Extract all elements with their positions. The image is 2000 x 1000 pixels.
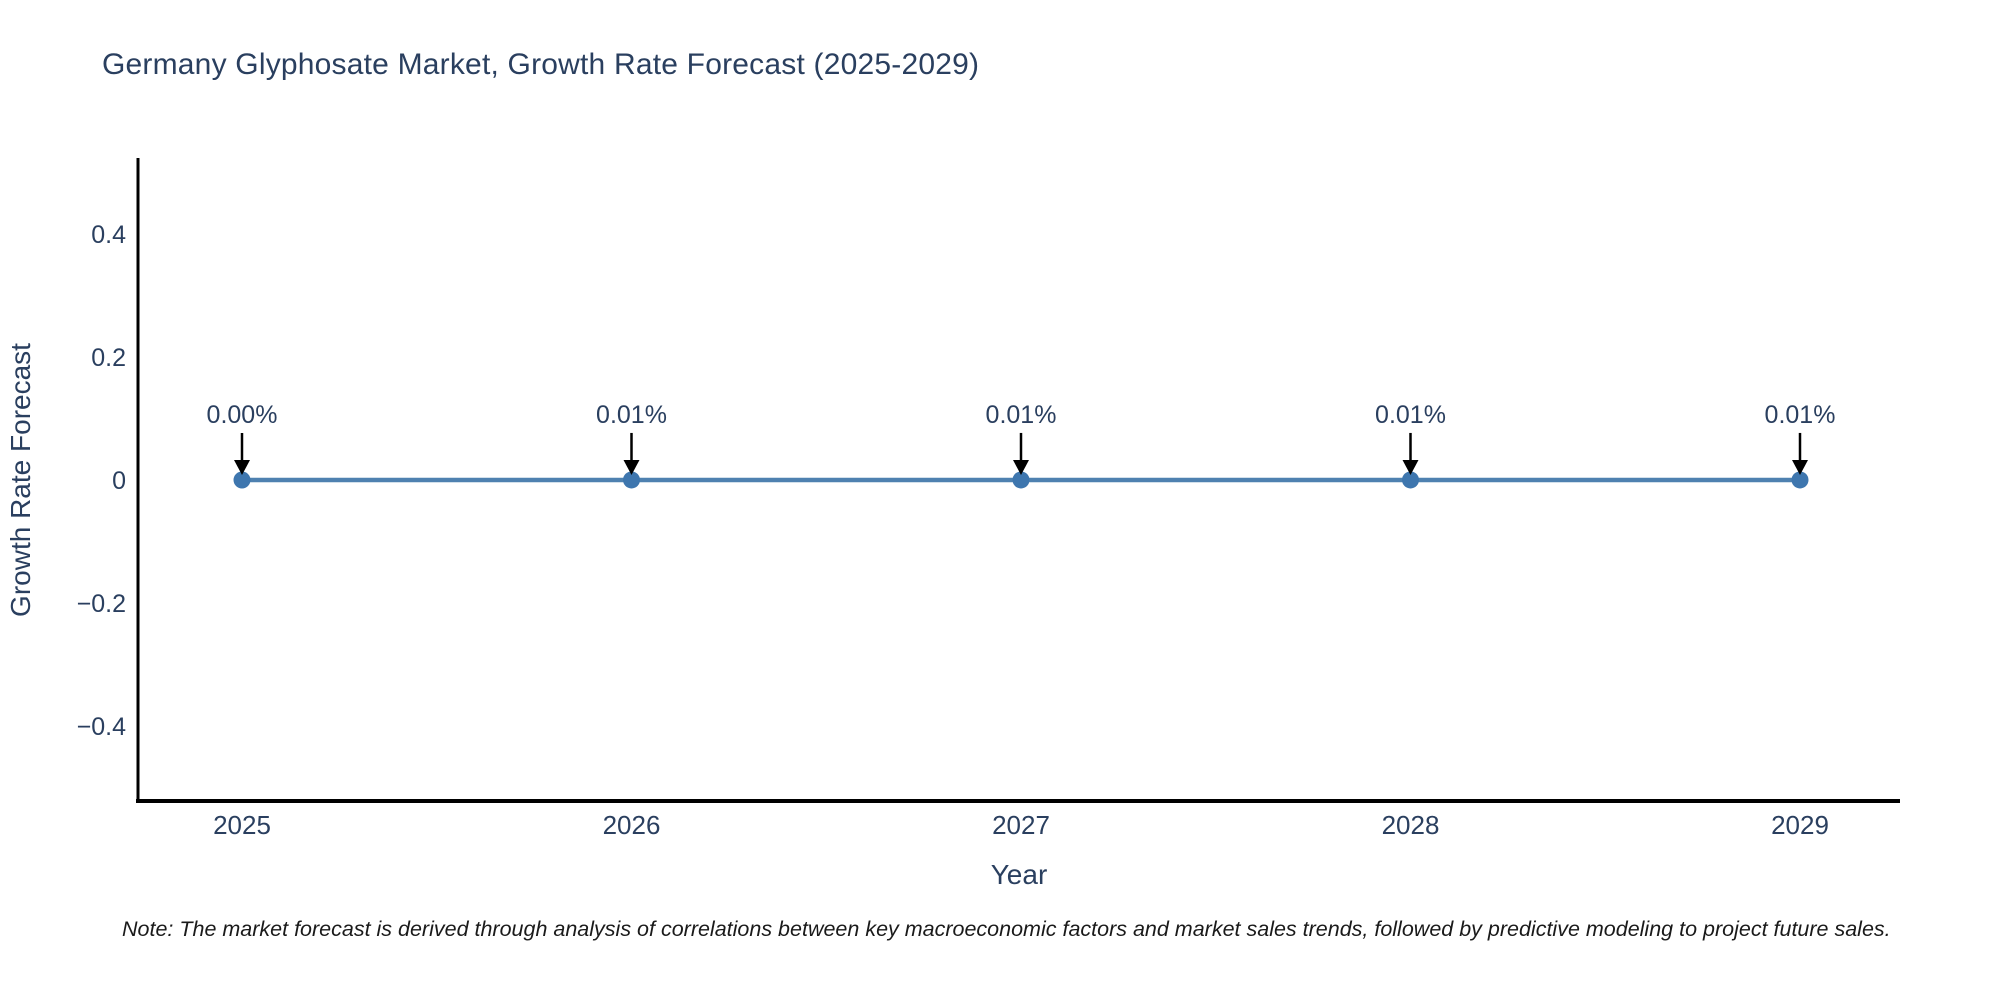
data-point-marker[interactable] [233,471,251,489]
data-point-marker[interactable] [1402,471,1419,489]
annotation-arrowhead [234,460,250,475]
x-tick-label: 2028 [1382,810,1440,840]
y-tick-label: −0.4 [77,713,126,741]
annotation-arrowhead [623,459,640,475]
footnote: Note: The market forecast is derived thr… [122,917,1891,941]
data-point-label: 0.01% [1375,401,1446,429]
y-tick-label: 0 [112,467,126,495]
y-tick-label: −0.2 [77,590,126,618]
y-tick-label: 0.4 [91,221,126,249]
x-tick-label: 2029 [1771,810,1829,840]
x-tick-label: 2027 [992,810,1050,840]
y-tick-label: 0.2 [91,344,126,372]
chart-title: Germany Glyphosate Market, Growth Rate F… [102,48,980,81]
annotation-arrowhead [1013,459,1029,475]
data-point-label: 0.01% [986,401,1057,429]
y-axis-title: Growth Rate Forecast [5,343,36,617]
data-point-label: 0.01% [1765,401,1836,429]
x-axis-title: Year [991,859,1048,890]
x-tick-label: 2025 [213,810,271,840]
annotation-arrowhead [1792,459,1808,475]
data-point-marker[interactable] [623,471,640,489]
data-point-marker[interactable] [1791,471,1809,489]
data-point-label: 0.00% [207,401,278,429]
annotation-arrowhead [1402,459,1419,475]
data-point-marker[interactable] [1012,471,1030,489]
x-tick-label: 2026 [603,810,661,840]
data-point-label: 0.01% [596,401,667,429]
